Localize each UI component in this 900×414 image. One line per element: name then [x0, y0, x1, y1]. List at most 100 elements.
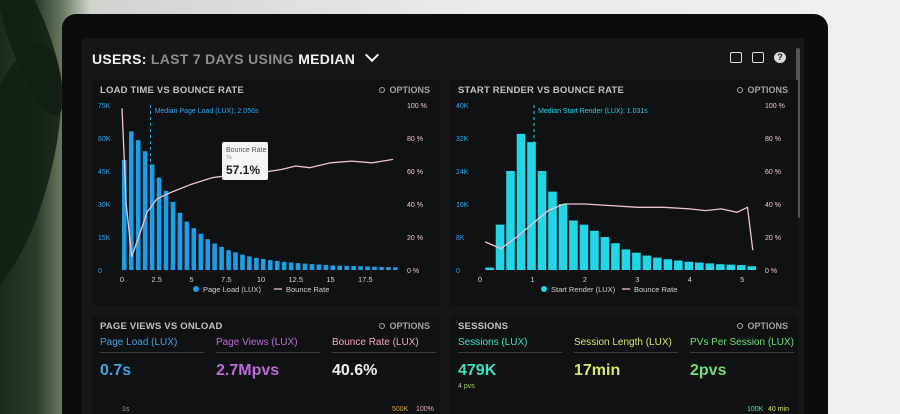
bar: [219, 246, 224, 270]
options-button[interactable]: OPTIONS: [737, 85, 788, 95]
metric-label: Page Load (LUX): [100, 337, 204, 353]
chevron-down-icon[interactable]: [365, 47, 380, 63]
options-label: OPTIONS: [747, 321, 788, 331]
bar: [198, 233, 204, 270]
monitor-icon[interactable]: [730, 52, 742, 63]
metric-label: Session Length (LUX): [574, 337, 678, 353]
options-button[interactable]: OPTIONS: [379, 85, 430, 95]
bar: [495, 224, 505, 270]
bar: [365, 266, 370, 270]
metric-bounce-rate: Bounce Rate (LUX) 40.6%: [332, 337, 436, 380]
x-tick-label: 1: [530, 275, 534, 284]
bar: [579, 224, 589, 270]
image-icon[interactable]: [752, 52, 764, 63]
y-right-tick-label: 0 %: [765, 268, 777, 275]
scrollbar[interactable]: [796, 48, 800, 218]
page-views-panel: PAGE VIEWS VS ONLOAD OPTIONS Page Load (…: [92, 316, 440, 414]
start-render-chart: 0 8K 16K 24K 32K 40K 0 % 20 % 40 % 60 % 80 % 100 % 0…: [456, 103, 785, 294]
bar: [695, 262, 704, 270]
y-right-tick-label: 20 %: [765, 235, 781, 242]
bar: [716, 264, 725, 270]
toolbar-icons: ?: [730, 52, 786, 63]
bar: [393, 267, 398, 270]
gear-icon: [379, 323, 386, 329]
tooltip: [222, 142, 268, 180]
y-right-tick-label: 100 %: [407, 103, 427, 110]
x-tick-label: 2: [583, 275, 587, 284]
metric-value: 40.6%: [332, 362, 378, 379]
metric-label: Page Views (LUX): [216, 337, 320, 353]
y-tick-label: 75K: [98, 103, 111, 110]
metric-value: 479K: [458, 362, 497, 379]
laptop-bezel: USERS: LAST 7 DAYS USING MEDIAN ? LOAD T…: [62, 14, 828, 414]
y-tick-label: 40K: [456, 103, 469, 110]
x-tick-label: 3: [635, 275, 639, 284]
title-range[interactable]: LAST 7 DAYS: [150, 51, 244, 67]
bar: [288, 262, 294, 270]
bar: [142, 151, 148, 270]
tooltip-label: Bounce Rate: [226, 147, 267, 154]
bar: [274, 260, 280, 270]
bounce-rate-line: [121, 108, 394, 258]
panel-title: START RENDER VS BOUNCE RATE: [458, 85, 625, 96]
legend-label: Bounce Rate: [286, 285, 329, 294]
page-title[interactable]: USERS: LAST 7 DAYS USING MEDIAN: [92, 47, 380, 67]
metric-subtext: 4 pvs: [458, 383, 475, 390]
metric-pvs-per-session: PVs Per Session (LUX) 2pvs: [690, 337, 794, 380]
y-right-tick-label: 60 %: [407, 169, 423, 176]
legend-label: Page Load (LUX): [203, 285, 261, 294]
bar: [205, 239, 210, 270]
bar: [184, 221, 190, 270]
x-tick-label: 5: [740, 275, 744, 284]
help-icon[interactable]: ?: [774, 52, 786, 63]
y-tick-label: 60K: [98, 136, 111, 143]
y-right-tick-label: 20 %: [407, 235, 423, 242]
y-right-tick-label: 100 %: [765, 103, 785, 110]
bar: [233, 252, 238, 270]
x-tick-label: 4: [688, 275, 692, 284]
legend-label: Start Render (LUX): [551, 285, 616, 294]
metric-sessions: Sessions (LUX) 479K 4 pvs: [458, 337, 562, 390]
bar: [372, 266, 377, 270]
options-button[interactable]: OPTIONS: [379, 321, 430, 331]
options-label: OPTIONS: [389, 321, 430, 331]
legend-label: Bounce Rate: [634, 285, 677, 294]
panel-title: LOAD TIME VS BOUNCE RATE: [100, 85, 244, 96]
bar: [149, 164, 155, 270]
y-tick-label: 15K: [98, 235, 111, 242]
dashboard-screen: USERS: LAST 7 DAYS USING MEDIAN ? LOAD T…: [82, 38, 804, 414]
bar: [267, 260, 273, 270]
bar: [684, 261, 694, 270]
metric-label: PVs Per Session (LUX): [690, 337, 794, 353]
x-tick-label: 10: [257, 275, 265, 284]
legend-swatch: [541, 286, 547, 292]
metric-value: 17min: [574, 362, 621, 379]
bar: [358, 266, 363, 270]
bar: [663, 259, 673, 270]
bounce-rate-line: [484, 203, 754, 251]
title-stat[interactable]: MEDIAN: [298, 51, 356, 67]
bar: [600, 237, 610, 270]
metric-page-load: Page Load (LUX) 0.7s: [100, 337, 204, 380]
metric-value: 2pvs: [690, 362, 727, 379]
panel-title: SESSIONS: [458, 321, 509, 332]
x-tick-label: 17.5: [358, 275, 373, 284]
bar: [527, 142, 536, 270]
load-time-chart: 0 15K 30K 45K 60K 75K 0 % 20 % 40 % 60 % 80 % 100 %…: [98, 103, 427, 294]
y-right-tick-label: 80 %: [407, 136, 423, 143]
x-tick-label: 5: [189, 275, 193, 284]
bar: [379, 266, 384, 270]
sessions-panel: SESSIONS OPTIONS Sessions (LUX) 479K 4 p…: [450, 316, 798, 414]
bar: [674, 260, 683, 270]
y-right-tick-label: 40 %: [765, 202, 781, 209]
axis-label: 40 min: [768, 406, 790, 413]
y-tick-label: 0: [456, 268, 460, 275]
median-label: Median Page Load (LUX): 2.056s: [155, 108, 259, 115]
bar: [240, 254, 245, 270]
options-button[interactable]: OPTIONS: [737, 321, 788, 331]
axis-label: 100K: [747, 406, 764, 413]
bar: [302, 263, 308, 270]
bar: [386, 267, 391, 270]
x-tick-label: 2.5: [152, 275, 162, 284]
metric-value: 2.7Mpvs: [216, 362, 280, 379]
